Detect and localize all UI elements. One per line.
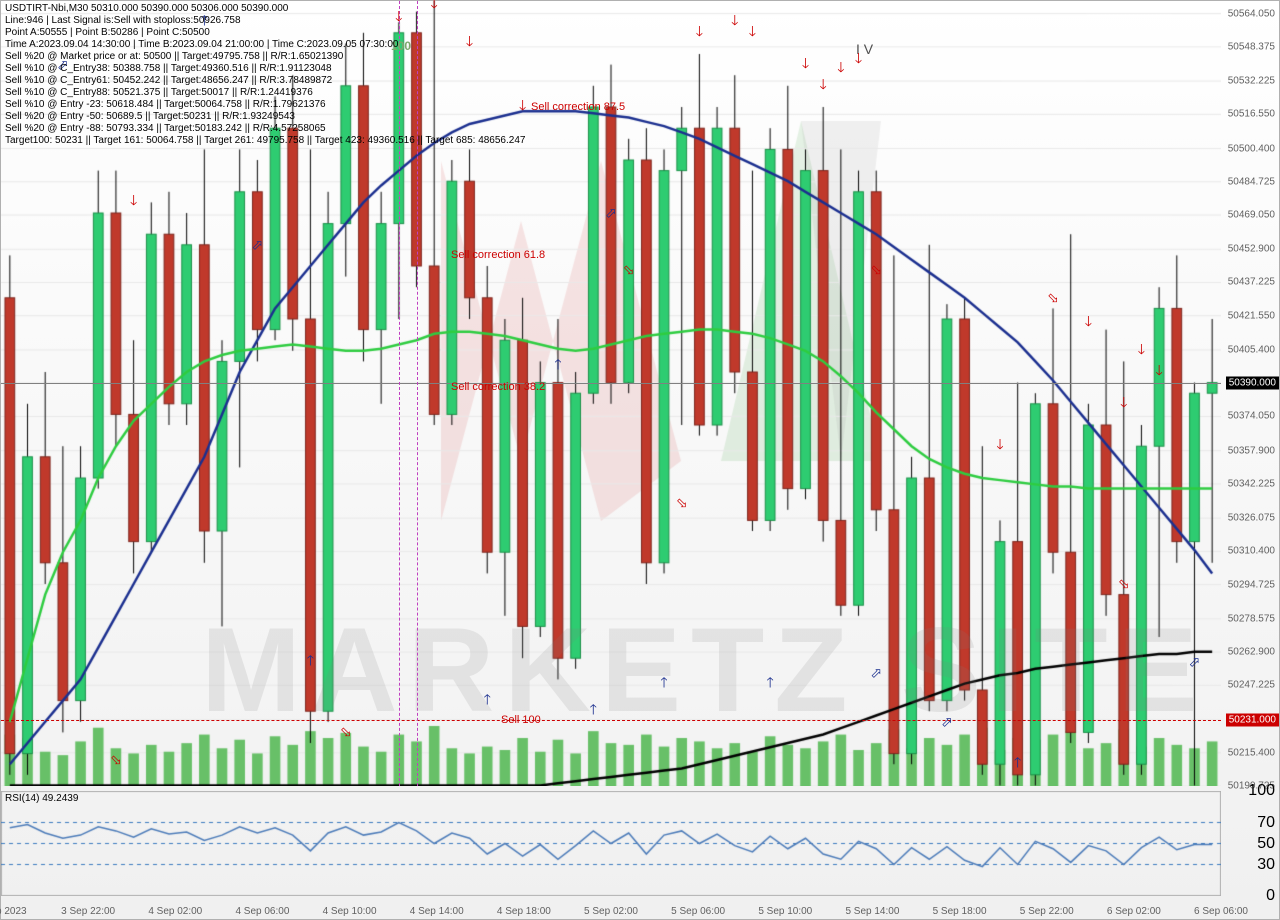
time-tick: 4 Sep 14:00 xyxy=(410,906,464,917)
price-tick: 50278.575 xyxy=(1228,613,1275,624)
arrow-down-icon: ⬂ xyxy=(340,724,352,741)
arrow-down-icon: ⬂ xyxy=(110,751,122,768)
sell-level-label: Sell correction 87.5 xyxy=(531,101,625,113)
arrow-down-icon: 🡓 xyxy=(749,21,756,45)
arrow-up-icon: 🡑 xyxy=(660,672,667,696)
trading-chart-window: MARKETZ SITE USDTIRT-Nbi,M30 50310.000 5… xyxy=(0,0,1280,920)
arrow-up-icon: 🡑 xyxy=(484,689,491,713)
price-tick: 50421.550 xyxy=(1228,310,1275,321)
price-tick: 50357.900 xyxy=(1228,445,1275,456)
rsi-tick-30: 30 xyxy=(1257,856,1275,874)
price-tick: 50215.400 xyxy=(1228,747,1275,758)
sell-level-label: Sell 100 xyxy=(501,714,541,726)
price-tick: 50452.900 xyxy=(1228,244,1275,255)
arrow-down-icon: ⬂ xyxy=(623,262,635,279)
time-tick: 4 Sep 06:00 xyxy=(235,906,289,917)
arrow-down-icon: ⬂ xyxy=(870,262,882,279)
horizontal-level-line xyxy=(1,720,1221,721)
arrow-up-icon: 🡑 xyxy=(766,672,773,696)
arrow-up-icon: ⬀ xyxy=(252,236,264,253)
arrow-down-icon: 🡓 xyxy=(1155,360,1162,384)
arrow-down-icon: 🡓 xyxy=(996,434,1003,458)
price-tick: 50262.900 xyxy=(1228,647,1275,658)
arrow-down-icon: ⬂ xyxy=(1118,576,1130,593)
wave-label: 100 xyxy=(391,39,411,53)
arrow-up-icon: 🡑 xyxy=(1014,752,1021,776)
rsi-tick-50: 50 xyxy=(1257,835,1275,853)
price-tick: 50564.050 xyxy=(1228,8,1275,19)
time-tick: 5 Sep 06:00 xyxy=(671,906,725,917)
time-tick: 5 Sep 22:00 xyxy=(1020,906,1074,917)
time-tick: 4 Sep 02:00 xyxy=(148,906,202,917)
rsi-tick-70: 70 xyxy=(1257,814,1275,832)
vertical-time-line xyxy=(399,1,400,786)
arrow-down-icon: ⬂ xyxy=(676,495,688,512)
arrow-down-icon: 🡓 xyxy=(802,53,809,77)
arrow-down-icon: 🡓 xyxy=(855,48,862,72)
time-tick: 5 Sep 02:00 xyxy=(584,906,638,917)
arrow-down-icon: 🡓 xyxy=(837,57,844,81)
price-tag-current: 50390.000 xyxy=(1226,376,1279,389)
price-tick: 50548.375 xyxy=(1228,41,1275,52)
price-tick: 50437.225 xyxy=(1228,277,1275,288)
price-tick: 50247.225 xyxy=(1228,680,1275,691)
price-tick: 50294.725 xyxy=(1228,579,1275,590)
time-tick: 6 Sep 02:00 xyxy=(1107,906,1161,917)
time-axis: 3 Sep 2023 3 Sep 22:00 4 Sep 02:00 4 Sep 06… xyxy=(1,899,1221,919)
sell-level-label: Sell correction 61.8 xyxy=(451,249,545,261)
arrow-down-icon: 🡓 xyxy=(820,74,827,98)
horizontal-level-line xyxy=(1,383,1221,384)
rsi-chart-canvas[interactable] xyxy=(1,791,1221,896)
arrow-down-icon: 🡓 xyxy=(1085,311,1092,335)
arrow-up-icon: 🡑 xyxy=(307,650,314,674)
vertical-time-line xyxy=(417,1,418,786)
time-tick: 3 Sep 2023 xyxy=(0,906,27,917)
arrow-up-icon: ⬀ xyxy=(57,56,69,73)
arrow-down-icon: 🡓 xyxy=(1138,339,1145,363)
arrow-down-icon: 🡓 xyxy=(519,95,526,119)
arrow-down-icon: 🡓 xyxy=(731,10,738,34)
price-tick: 50500.400 xyxy=(1228,143,1275,154)
arrow-up-icon: 🡑 xyxy=(201,10,208,34)
rsi-tick-100: 100 xyxy=(1248,782,1275,800)
arrow-down-icon: 🡓 xyxy=(431,0,438,17)
price-tick: 50405.400 xyxy=(1228,344,1275,355)
price-tag-target: 50231.000 xyxy=(1226,713,1279,726)
time-tick: 5 Sep 18:00 xyxy=(933,906,987,917)
rsi-tick-0: 0 xyxy=(1266,887,1275,905)
arrow-down-icon: 🡓 xyxy=(466,31,473,55)
price-tick: 50326.075 xyxy=(1228,513,1275,524)
price-tick: 50532.225 xyxy=(1228,76,1275,87)
price-tick: 50342.225 xyxy=(1228,478,1275,489)
arrow-down-icon: ⬂ xyxy=(1047,289,1059,306)
time-tick: 5 Sep 14:00 xyxy=(845,906,899,917)
arrow-up-icon: 🡑 xyxy=(554,354,561,378)
rsi-indicator-label: RSI(14) 49.2439 xyxy=(5,793,78,804)
time-tick: 4 Sep 18:00 xyxy=(497,906,551,917)
price-tick: 50516.550 xyxy=(1228,109,1275,120)
time-tick: 3 Sep 22:00 xyxy=(61,906,115,917)
time-tick: 5 Sep 10:00 xyxy=(758,906,812,917)
price-chart-canvas[interactable] xyxy=(1,1,1221,786)
sell-level-label: Sell correction 38.2 xyxy=(451,381,545,393)
price-tick: 50310.400 xyxy=(1228,546,1275,557)
arrow-down-icon: 🡓 xyxy=(130,190,137,214)
arrow-up-icon: ⬀ xyxy=(1189,654,1201,671)
arrow-up-icon: ⬀ xyxy=(870,665,882,682)
arrow-down-icon: 🡓 xyxy=(1120,392,1127,416)
arrow-up-icon: ⬀ xyxy=(605,205,617,222)
arrow-up-icon: 🡑 xyxy=(590,699,597,723)
price-axis: 50564.050 50548.375 50532.225 50516.550 5050… xyxy=(1219,1,1279,786)
price-tick: 50484.725 xyxy=(1228,176,1275,187)
time-tick: 4 Sep 10:00 xyxy=(323,906,377,917)
time-tick: 6 Sep 06:00 xyxy=(1194,906,1248,917)
arrow-up-icon: ⬀ xyxy=(941,713,953,730)
price-tick: 50374.050 xyxy=(1228,411,1275,422)
arrow-down-icon: 🡓 xyxy=(696,21,703,45)
price-tick: 50469.050 xyxy=(1228,210,1275,221)
arrow-down-icon: 🡓 xyxy=(395,6,402,30)
